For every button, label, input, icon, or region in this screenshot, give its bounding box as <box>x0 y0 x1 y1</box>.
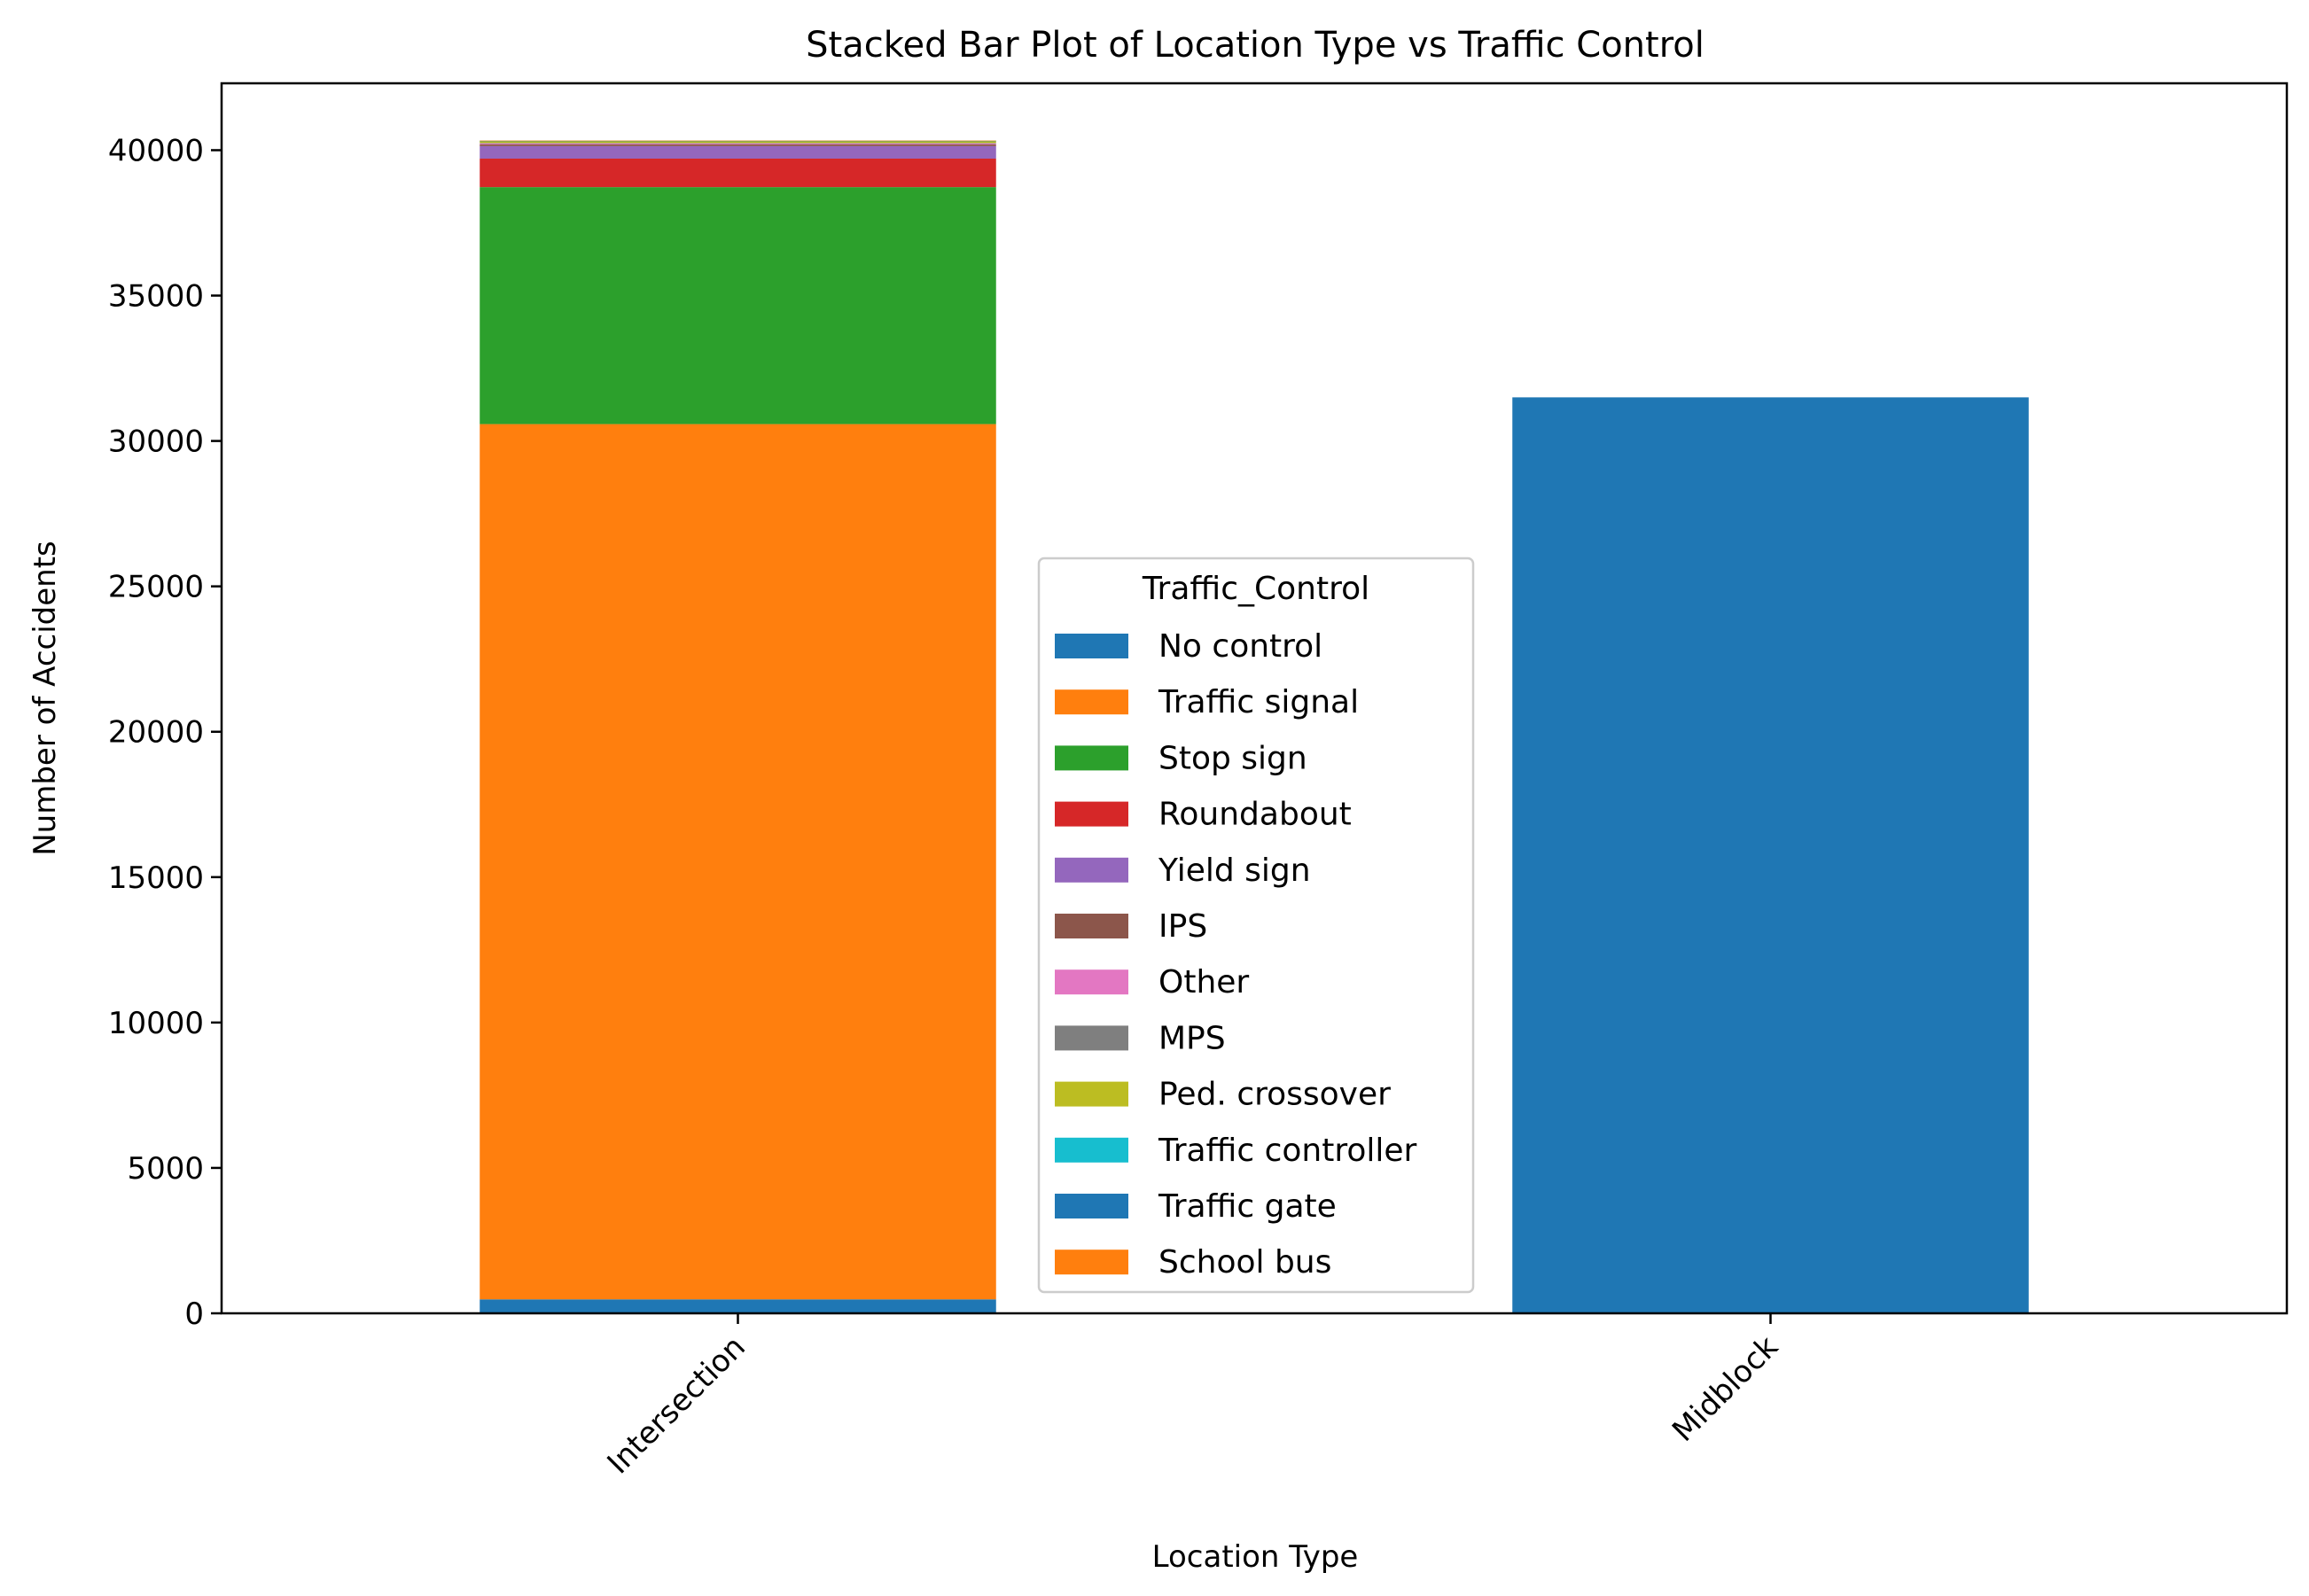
y-tick-label: 15000 <box>108 860 204 896</box>
y-tick-label: 35000 <box>108 279 204 315</box>
y-tick-label: 20000 <box>108 715 204 751</box>
legend-title: Traffic_Control <box>1142 571 1369 607</box>
x-tick-label-midblock: Midblock <box>1665 1329 1785 1449</box>
legend-label: MPS <box>1158 1020 1226 1056</box>
legend-items: No control Traffic signal Stop sign Roundab… <box>1055 628 1417 1281</box>
bar-intersection-school-bus <box>480 140 996 142</box>
legend-swatch <box>1055 1250 1128 1275</box>
x-axis-label: Location Type <box>1152 1539 1359 1575</box>
legend-swatch <box>1055 1137 1128 1163</box>
bar-intersection-stop-sign <box>480 187 996 424</box>
y-axis: 0 5000 10000 15000 20000 25000 30000 35000 40000 <box>108 133 222 1332</box>
legend-swatch <box>1055 634 1128 658</box>
legend-swatch <box>1055 857 1128 883</box>
y-tick-label: 0 <box>184 1296 204 1332</box>
x-axis: Intersection Midblock <box>601 1313 1785 1481</box>
bar-intersection-yield-sign <box>480 145 996 159</box>
legend-swatch <box>1055 914 1128 938</box>
legend-swatch <box>1055 969 1128 995</box>
bar-intersection-ips <box>480 144 996 146</box>
legend-label: Roundabout <box>1158 797 1352 833</box>
legend-label: Stop sign <box>1158 740 1307 776</box>
legend-label: IPS <box>1158 908 1207 945</box>
x-tick-label-intersection: Intersection <box>601 1329 753 1481</box>
y-tick-label: 10000 <box>108 1006 204 1041</box>
bar-intersection-traffic-signal <box>480 424 996 1300</box>
y-tick-label: 40000 <box>108 133 204 168</box>
legend-label: Traffic gate <box>1158 1188 1337 1225</box>
bar-intersection-ped-crossover <box>480 141 996 144</box>
legend-swatch <box>1055 1025 1128 1051</box>
bars-group <box>480 140 2029 1314</box>
legend-label: Traffic signal <box>1158 684 1359 720</box>
y-tick-label: 30000 <box>108 424 204 460</box>
chart-title: Stacked Bar Plot of Location Type vs Tra… <box>806 25 1704 66</box>
y-tick-label: 5000 <box>127 1151 204 1187</box>
legend-label: Other <box>1158 964 1249 1000</box>
legend-swatch <box>1055 689 1128 715</box>
legend-swatch <box>1055 801 1128 827</box>
legend-label: Traffic controller <box>1158 1133 1417 1169</box>
legend: Traffic_Control No control Traffic signal… <box>1037 557 1475 1294</box>
y-axis-label: Number of Accidents <box>27 541 63 856</box>
legend-box <box>1037 557 1475 1294</box>
legend-label: School bus <box>1158 1244 1331 1281</box>
bar-intersection-roundabout <box>480 158 996 188</box>
bar-midblock-no-control <box>1512 397 2029 1314</box>
bar-intersection-mps <box>480 143 996 144</box>
bar-intersection-no-control <box>480 1299 996 1313</box>
legend-label: Ped. crossover <box>1158 1077 1391 1113</box>
y-tick-label: 25000 <box>108 570 204 605</box>
legend-swatch <box>1055 1081 1128 1107</box>
legend-label: No control <box>1158 628 1322 665</box>
legend-label: Yield sign <box>1158 852 1311 889</box>
plot-frame <box>220 82 2289 1315</box>
legend-swatch <box>1055 1194 1128 1218</box>
legend-swatch <box>1055 745 1128 771</box>
